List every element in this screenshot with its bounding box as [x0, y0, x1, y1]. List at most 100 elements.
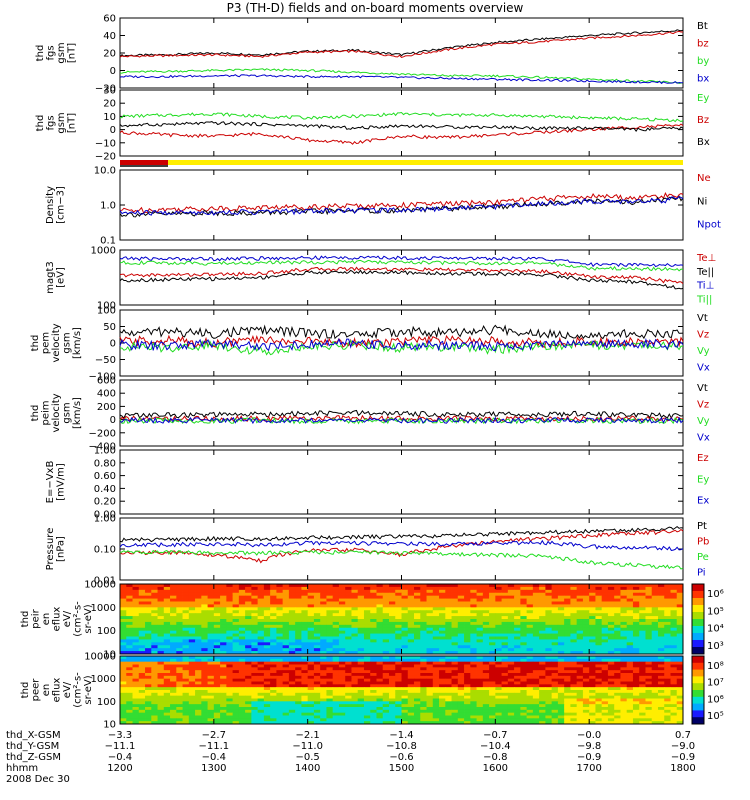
panel-1-ytick: 0: [110, 66, 116, 77]
heatmap-cell: [620, 690, 628, 694]
heatmap-cell: [420, 678, 427, 682]
heatmap-cell: [426, 610, 434, 614]
heatmap-cell: [426, 681, 434, 685]
heatmap-cell: [357, 645, 365, 649]
heatmap-cell: [451, 704, 459, 708]
heatmap-cell: [501, 707, 509, 711]
heatmap-cell: [345, 667, 352, 671]
heatmap-cell: [401, 678, 409, 682]
heatmap-cell: [451, 586, 459, 591]
heatmap-cell: [201, 675, 208, 680]
heatmap-cell: [157, 627, 165, 632]
heatmap-cell: [145, 661, 152, 665]
heatmap-cell: [545, 589, 553, 594]
heatmap-cell: [482, 658, 490, 663]
heatmap-cell: [439, 673, 446, 677]
heatmap-cell: [526, 595, 534, 599]
heatmap-cell: [220, 715, 227, 719]
heatmap-cell: [257, 709, 265, 714]
heatmap-cell: [532, 658, 540, 663]
heatmap-cell: [445, 687, 452, 691]
heatmap-cell: [376, 692, 384, 697]
heatmap-cell: [539, 712, 546, 716]
heatmap-cell: [213, 607, 221, 611]
heatmap-cell: [639, 692, 646, 697]
heatmap-cell: [476, 709, 484, 714]
heatmap-cell: [439, 642, 446, 646]
heatmap-cell: [238, 721, 246, 725]
heatmap-cell: [476, 589, 484, 594]
heatmap-cell: [607, 592, 615, 597]
heatmap-cell: [182, 718, 190, 722]
heatmap-cell: [445, 595, 452, 599]
heatmap-cell: [539, 586, 546, 591]
heatmap-cell: [351, 692, 359, 697]
heatmap-cell: [288, 619, 296, 623]
heatmap-cell: [245, 675, 252, 680]
heatmap-cell: [520, 610, 528, 614]
heatmap-cell: [295, 613, 302, 617]
heatmap-cell: [226, 592, 233, 597]
heatmap-cell: [670, 709, 678, 714]
heatmap-cell: [482, 709, 490, 714]
heatmap-cell: [307, 661, 315, 665]
heatmap-cell: [526, 678, 534, 682]
heatmap-cell: [532, 709, 540, 714]
heatmap-cell: [245, 592, 252, 597]
heatmap-cell: [676, 695, 684, 699]
heatmap-cell: [332, 684, 340, 688]
heatmap-cell: [176, 690, 183, 694]
panel-2-ytick: −10: [95, 138, 116, 149]
heatmap-cell: [407, 675, 415, 680]
heatmap-cell: [457, 595, 465, 599]
heatmap-cell: [595, 604, 603, 608]
heatmap-cell: [551, 595, 559, 599]
heatmap-cell: [295, 695, 302, 699]
heatmap-cell: [388, 633, 396, 637]
heatmap-cell: [676, 718, 684, 722]
heatmap-cell: [357, 690, 365, 694]
heatmap-cell: [445, 707, 452, 711]
heatmap-cell: [245, 639, 252, 643]
heatmap-cell: [188, 584, 196, 588]
heatmap-cell: [670, 701, 678, 705]
heatmap-cell: [145, 595, 152, 599]
heatmap-cell: [557, 661, 565, 665]
heatmap-cell: [501, 692, 509, 697]
heatmap-cell: [520, 673, 528, 677]
heatmap-cell: [464, 670, 471, 674]
heatmap-cell: [395, 627, 402, 632]
heatmap-cell: [351, 661, 359, 665]
heatmap-cell: [270, 639, 277, 643]
heatmap-cell: [670, 687, 678, 691]
heatmap-cell: [614, 687, 621, 691]
heatmap-cell: [245, 642, 252, 646]
heatmap-cell: [589, 610, 596, 614]
heatmap-cell: [145, 675, 152, 680]
heatmap-cell: [201, 601, 208, 605]
heatmap-cell: [576, 604, 584, 608]
heatmap-cell: [545, 709, 553, 714]
heatmap-cell: [664, 704, 671, 708]
heatmap-cell: [376, 658, 384, 663]
heatmap-cell: [601, 661, 609, 665]
heatmap-cell: [489, 695, 496, 699]
panel-5-ylabel: pem: [41, 332, 52, 354]
heatmap-cell: [276, 704, 284, 708]
heatmap-cell: [614, 721, 621, 725]
heatmap-cell: [345, 715, 352, 719]
heatmap-cell: [445, 584, 452, 588]
heatmap-cell: [145, 627, 152, 632]
heatmap-cell: [382, 678, 390, 682]
heatmap-cell: [182, 678, 190, 682]
heatmap-cell: [445, 592, 452, 597]
heatmap-cell: [188, 715, 196, 719]
heatmap-cell: [151, 630, 158, 634]
heatmap-cell: [220, 718, 227, 722]
heatmap-cell: [445, 692, 452, 697]
heatmap-cell: [420, 613, 427, 617]
heatmap-cell: [670, 656, 678, 660]
heatmap-cell: [382, 619, 390, 623]
heatmap-cell: [182, 661, 190, 665]
heatmap-cell: [363, 701, 371, 705]
